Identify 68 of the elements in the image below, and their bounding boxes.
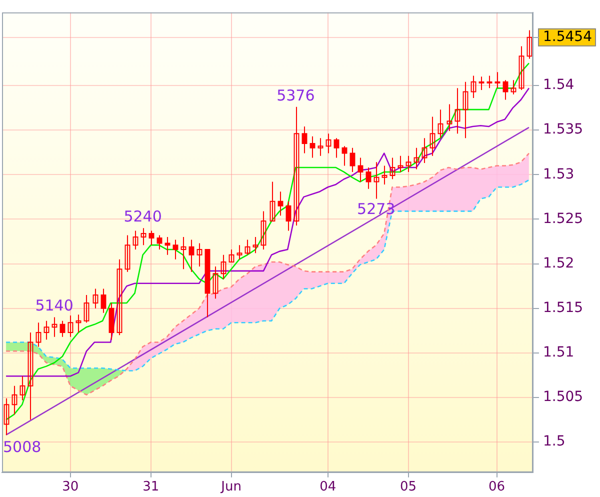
candlestick bbox=[44, 320, 50, 340]
y-tick-label: 1.53 bbox=[543, 166, 574, 182]
candlestick bbox=[36, 322, 42, 348]
y-tick-label: 1.51 bbox=[543, 344, 574, 361]
candlestick bbox=[526, 30, 532, 60]
candlestick bbox=[510, 80, 516, 95]
candlestick bbox=[220, 254, 226, 280]
candlestick bbox=[12, 385, 18, 415]
candlestick bbox=[260, 210, 266, 250]
candlestick bbox=[116, 258, 122, 336]
y-tick-label: 1.505 bbox=[543, 389, 584, 406]
candlestick bbox=[318, 138, 324, 156]
x-tick-label: 05 bbox=[400, 480, 417, 495]
x-tick-label: 04 bbox=[320, 480, 336, 495]
candlestick bbox=[252, 236, 258, 254]
candlestick bbox=[374, 162, 380, 200]
candlestick bbox=[270, 181, 276, 222]
y-tick-label: 1.5 bbox=[543, 434, 566, 450]
candlestick bbox=[228, 249, 234, 263]
candlestick bbox=[326, 133, 332, 154]
candlestick bbox=[486, 75, 492, 89]
y-tick-label: 1.5454 bbox=[543, 29, 592, 45]
y-tick-label: 1.535 bbox=[543, 122, 584, 138]
candlestick bbox=[494, 72, 500, 89]
candlestick bbox=[212, 266, 218, 300]
candlestick bbox=[196, 242, 202, 267]
candlestick bbox=[294, 106, 300, 226]
candlestick bbox=[454, 88, 460, 134]
candlestick bbox=[52, 316, 58, 338]
candlestick bbox=[4, 398, 10, 436]
x-tick-label: 31 bbox=[142, 480, 160, 495]
x-tick-label: 06 bbox=[488, 480, 506, 495]
candlestick bbox=[438, 109, 444, 139]
candlestick bbox=[244, 239, 250, 256]
y-tick-label: 1.515 bbox=[543, 300, 584, 316]
candlestick bbox=[430, 116, 436, 156]
candlestick bbox=[124, 234, 130, 272]
candlestick bbox=[390, 157, 396, 180]
candlestick bbox=[446, 104, 452, 132]
candlestick bbox=[422, 138, 428, 164]
candlestick bbox=[406, 155, 412, 172]
annotation: 5140 bbox=[35, 296, 74, 315]
x-tick-label: Jun bbox=[220, 480, 242, 495]
candlestick bbox=[84, 294, 90, 324]
candlestick bbox=[414, 147, 420, 170]
candlestick bbox=[518, 46, 524, 90]
candlestick bbox=[92, 288, 98, 309]
candlestick bbox=[180, 236, 186, 270]
line-series bbox=[5, 152, 530, 396]
y-tick-label: 1.52 bbox=[543, 255, 574, 272]
candlestick bbox=[20, 376, 26, 401]
candlestick bbox=[68, 315, 74, 338]
y-tick-label: 1.54 bbox=[543, 77, 574, 94]
x-tick-label: 30 bbox=[62, 480, 79, 495]
y-tick-label: 1.525 bbox=[543, 210, 584, 227]
annotation: 5008 bbox=[3, 438, 42, 456]
candlestick bbox=[398, 155, 404, 172]
candlestick bbox=[140, 228, 146, 246]
annotation: 5240 bbox=[124, 208, 162, 226]
candlestick bbox=[382, 165, 388, 185]
annotation: 5376 bbox=[276, 86, 315, 104]
candlestick bbox=[132, 230, 138, 250]
candlestick bbox=[76, 314, 82, 333]
candlestick bbox=[462, 81, 468, 139]
candlestick bbox=[470, 75, 476, 98]
candlestick bbox=[28, 332, 34, 420]
candlestick bbox=[236, 244, 242, 260]
line-series bbox=[5, 179, 530, 372]
